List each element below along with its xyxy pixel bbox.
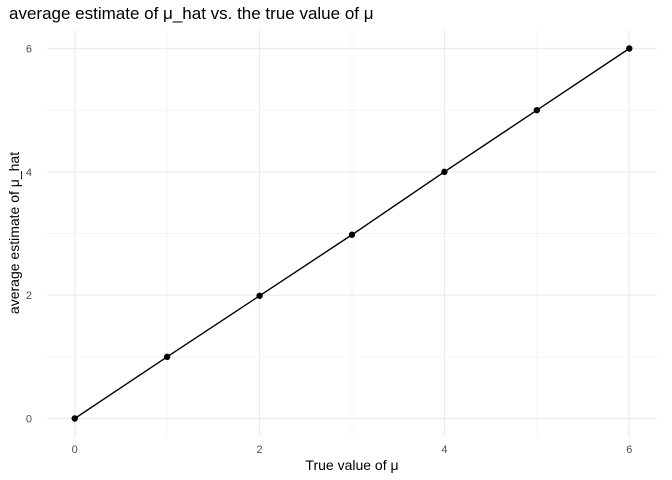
y-tick-label: 2 [26, 290, 32, 302]
data-points [71, 45, 633, 422]
x-tick-label: 0 [72, 444, 78, 456]
y-tick-label: 0 [26, 414, 32, 426]
x-tick-label: 6 [626, 444, 632, 456]
y-tick-labels: 0 2 4 6 [26, 44, 32, 426]
y-tick-label: 4 [26, 167, 32, 179]
data-point [348, 231, 356, 238]
x-tick-labels: 0 2 4 6 [72, 444, 633, 456]
chart-title: average estimate of μ_hat vs. the true v… [9, 4, 374, 23]
data-point [626, 45, 633, 52]
y-tick-label: 6 [26, 44, 32, 56]
x-tick-label: 2 [257, 444, 263, 456]
data-point [256, 292, 263, 299]
data-point [533, 106, 541, 114]
data-point [71, 415, 78, 422]
x-tick-label: 4 [441, 444, 447, 456]
data-point [163, 353, 171, 361]
grid-lines [47, 30, 657, 437]
x-axis-title: True value of μ [305, 457, 398, 473]
y-axis-title: average estimate of μ_hat [6, 152, 22, 314]
data-point [441, 168, 448, 176]
